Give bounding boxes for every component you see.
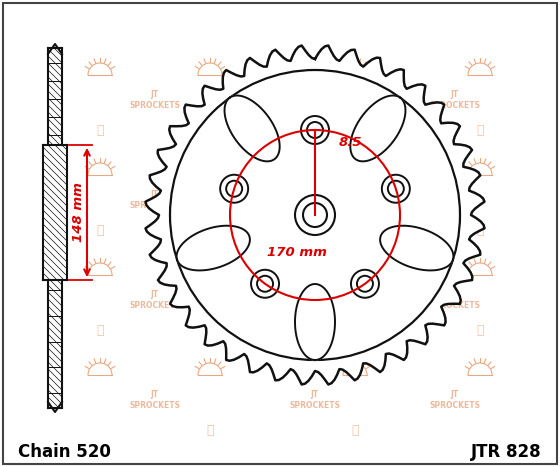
Text: JT
SPROCKETS: JT SPROCKETS (430, 90, 480, 110)
Polygon shape (295, 284, 335, 360)
Text: 光: 光 (96, 324, 104, 337)
Text: Chain 520: Chain 520 (18, 443, 111, 461)
Text: JT
SPROCKETS: JT SPROCKETS (290, 290, 340, 310)
Polygon shape (176, 226, 250, 270)
Circle shape (220, 175, 248, 203)
Text: JT
SPROCKETS: JT SPROCKETS (129, 90, 180, 110)
Text: 光: 光 (351, 123, 359, 136)
Bar (43, 145, 67, 280)
Circle shape (382, 175, 410, 203)
Text: 148 mm: 148 mm (72, 183, 86, 242)
Text: 光: 光 (476, 123, 484, 136)
Bar (48, 48, 62, 145)
Polygon shape (225, 96, 279, 161)
Circle shape (357, 276, 373, 292)
Text: 光: 光 (351, 324, 359, 337)
Text: JT
SPROCKETS: JT SPROCKETS (430, 290, 480, 310)
Polygon shape (351, 96, 405, 161)
Circle shape (388, 181, 404, 197)
Text: 光: 光 (206, 424, 214, 437)
Circle shape (301, 116, 329, 144)
Text: 170 mm: 170 mm (267, 247, 327, 260)
Text: 光: 光 (206, 324, 214, 337)
Polygon shape (146, 45, 484, 384)
Text: JT
SPROCKETS: JT SPROCKETS (290, 90, 340, 110)
Circle shape (307, 122, 323, 138)
Circle shape (257, 276, 273, 292)
Text: JT
SPROCKETS: JT SPROCKETS (430, 390, 480, 410)
Text: JT
SPROCKETS: JT SPROCKETS (430, 190, 480, 210)
Text: 光: 光 (476, 324, 484, 337)
Text: 光: 光 (351, 224, 359, 236)
Circle shape (251, 270, 279, 298)
Text: JTR 828: JTR 828 (472, 443, 542, 461)
Circle shape (170, 70, 460, 360)
Text: 8.5: 8.5 (338, 135, 362, 149)
Text: 光: 光 (206, 224, 214, 236)
Bar (48, 280, 62, 408)
Circle shape (295, 195, 335, 235)
Text: 光: 光 (96, 224, 104, 236)
Text: JT
SPROCKETS: JT SPROCKETS (290, 390, 340, 410)
Text: 光: 光 (476, 224, 484, 236)
Text: 光: 光 (351, 424, 359, 437)
Circle shape (303, 203, 327, 227)
Text: 光: 光 (96, 123, 104, 136)
Text: 光: 光 (206, 123, 214, 136)
Text: JT
SPROCKETS: JT SPROCKETS (290, 190, 340, 210)
Circle shape (226, 181, 242, 197)
Text: JT
SPROCKETS: JT SPROCKETS (129, 390, 180, 410)
Text: JT
SPROCKETS: JT SPROCKETS (129, 290, 180, 310)
Text: JT
SPROCKETS: JT SPROCKETS (129, 190, 180, 210)
Polygon shape (380, 226, 454, 270)
Circle shape (351, 270, 379, 298)
